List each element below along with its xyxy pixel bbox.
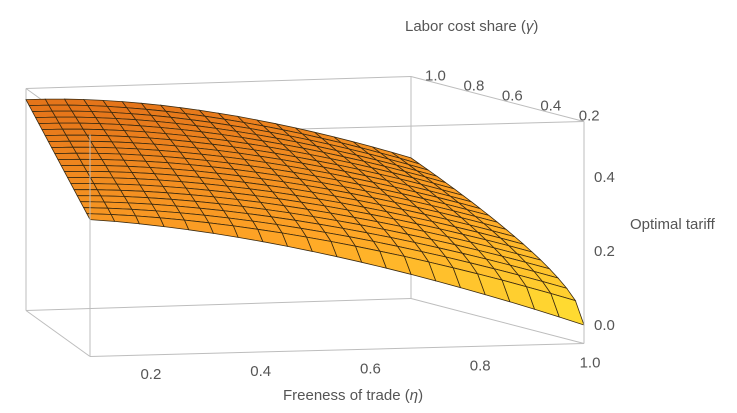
box-edge (25, 76, 412, 89)
surface (25, 98, 585, 326)
surface-cell (75, 152, 103, 160)
surface-cell (93, 183, 122, 191)
surface-cell (550, 292, 585, 326)
surface-cell (54, 152, 81, 161)
box-edge (25, 310, 91, 357)
y-tick-label: 0.4 (540, 98, 561, 115)
x-axis-label: Freeness of trade (η) (283, 387, 423, 404)
y-tick-label: 1.0 (425, 68, 446, 85)
surface-cell (65, 134, 92, 142)
surface-cell (79, 158, 107, 167)
z-axis: 0.0 0.2 0.4 Optimal tariff (594, 169, 716, 334)
surface-cell (58, 122, 84, 130)
surface-cell (89, 177, 118, 185)
surface-cell (70, 183, 98, 191)
surface-cell (60, 164, 88, 173)
surface-cell (110, 214, 141, 225)
surface-cell (76, 195, 105, 203)
x-tick-label: 0.6 (360, 360, 381, 377)
box-edge (25, 298, 412, 311)
box-edge (410, 76, 585, 122)
x-tick-label: 0.4 (250, 363, 271, 380)
surface-cell (25, 98, 50, 107)
surface-cell (31, 110, 57, 119)
z-axis-label: Optimal tariff (630, 216, 716, 233)
y-tick-label: 0.2 (579, 108, 600, 125)
surface-cell (28, 104, 53, 113)
surface-cell (41, 128, 67, 137)
surface-cell (82, 164, 111, 173)
surface-cell (86, 170, 114, 179)
y-axis: 0.2 0.4 0.6 0.8 1.0 Labor cost share (γ) (405, 18, 600, 125)
surface-cell (73, 189, 102, 197)
surface-cell (38, 122, 64, 131)
surface-cell (79, 201, 109, 209)
x-tick-label: 1.0 (580, 355, 601, 372)
z-tick-label: 0.4 (594, 169, 615, 186)
y-tick-label: 0.8 (463, 78, 484, 95)
z-tick-label: 0.0 (594, 317, 615, 334)
y-tick-label: 0.6 (502, 88, 523, 105)
x-tick-label: 0.8 (470, 357, 491, 374)
surface-cell (57, 158, 85, 167)
x-tick-label: 0.2 (140, 366, 161, 383)
box-edge (410, 298, 585, 344)
x-axis: 0.2 0.4 0.6 0.8 1.0 Freeness of trade (η) (140, 355, 600, 405)
surface-cell (47, 140, 74, 149)
surface-cell (63, 170, 92, 179)
surface-cell (86, 213, 116, 222)
surface-cell (34, 116, 60, 125)
surface-cell (44, 134, 71, 143)
box-edge (89, 343, 585, 357)
z-tick-label: 0.2 (594, 243, 615, 260)
bounding-box-front (25, 121, 585, 357)
y-axis-label: Labor cost share (γ) (405, 18, 538, 35)
surface-cell (50, 146, 78, 155)
surface-cell (72, 146, 99, 154)
